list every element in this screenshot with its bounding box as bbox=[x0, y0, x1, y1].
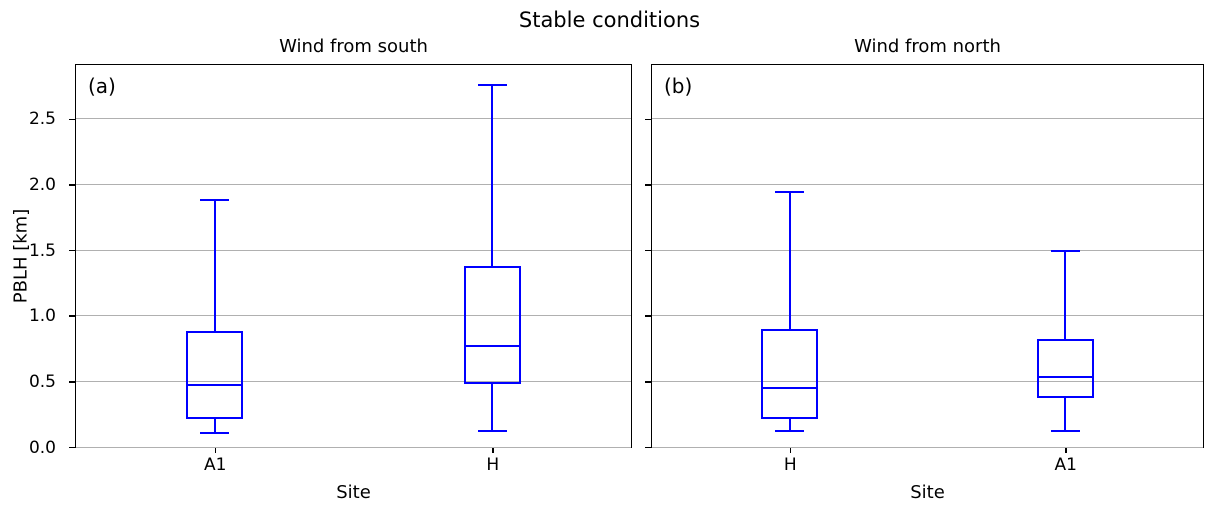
gridline bbox=[76, 315, 631, 317]
gridline bbox=[652, 249, 1203, 251]
box bbox=[186, 331, 244, 420]
y-tick-label: 0.5 bbox=[28, 371, 56, 392]
x-tick bbox=[1065, 448, 1067, 453]
y-tick bbox=[69, 249, 75, 252]
subplot-a-axes: (a) bbox=[75, 64, 632, 448]
subplot-a-x-axis-label: Site bbox=[336, 482, 371, 503]
subplot-a-title: Wind from south bbox=[279, 36, 428, 57]
gridline bbox=[652, 118, 1203, 120]
whisker-upper bbox=[213, 200, 216, 332]
whisker-cap-lower bbox=[775, 430, 805, 433]
subplot-b-x-axis-label: Site bbox=[910, 482, 945, 503]
y-tick bbox=[645, 446, 651, 449]
y-tick bbox=[69, 446, 75, 449]
whisker-cap-lower bbox=[1050, 430, 1080, 433]
y-tick-label: 2.0 bbox=[28, 174, 56, 195]
whisker-cap-lower bbox=[200, 431, 230, 434]
whisker-lower bbox=[1064, 398, 1067, 432]
whisker-cap-upper bbox=[1050, 250, 1080, 253]
y-tick bbox=[645, 381, 651, 383]
y-tick bbox=[645, 315, 651, 317]
median-line bbox=[186, 384, 244, 387]
gridline bbox=[652, 183, 1203, 185]
y-tick bbox=[69, 381, 75, 383]
whisker-cap-upper bbox=[775, 191, 805, 194]
y-tick-label: 0.0 bbox=[28, 437, 56, 458]
subplot-b-axes: (b) bbox=[651, 64, 1204, 448]
gridline bbox=[76, 183, 631, 185]
box bbox=[761, 328, 819, 420]
median-line bbox=[761, 386, 819, 389]
panel-a-label: (a) bbox=[88, 74, 116, 98]
median-line bbox=[463, 344, 521, 347]
box bbox=[1036, 339, 1094, 399]
panel-b-label: (b) bbox=[664, 74, 693, 98]
whisker-lower bbox=[491, 383, 494, 432]
x-tick-label: A1 bbox=[1054, 455, 1077, 475]
y-tick-label: 1.0 bbox=[28, 306, 56, 327]
box bbox=[463, 265, 521, 384]
x-tick-label: A1 bbox=[204, 455, 227, 475]
gridline bbox=[652, 380, 1203, 382]
whisker-cap-lower bbox=[477, 430, 507, 433]
whisker-cap-upper bbox=[200, 199, 230, 202]
whisker-cap-upper bbox=[477, 83, 507, 86]
subplot-b-title: Wind from north bbox=[854, 36, 1001, 57]
gridline bbox=[652, 315, 1203, 317]
gridline bbox=[76, 118, 631, 120]
y-tick bbox=[645, 184, 651, 186]
y-tick bbox=[69, 118, 75, 121]
x-tick bbox=[214, 448, 216, 453]
y-tick bbox=[645, 118, 651, 121]
gridline bbox=[76, 446, 631, 448]
whisker-lower bbox=[213, 419, 216, 433]
gridline bbox=[76, 249, 631, 251]
whisker-upper bbox=[491, 84, 494, 266]
median-line bbox=[1036, 376, 1094, 379]
whisker-upper bbox=[1064, 251, 1067, 340]
figure-title: Stable conditions bbox=[518, 8, 701, 32]
y-tick-label: 1.5 bbox=[28, 240, 56, 261]
x-tick bbox=[789, 448, 791, 453]
y-tick bbox=[69, 184, 75, 186]
x-tick-label: H bbox=[486, 455, 500, 475]
y-tick bbox=[645, 249, 651, 252]
gridline bbox=[76, 380, 631, 382]
y-tick-label: 2.5 bbox=[28, 109, 56, 130]
x-tick bbox=[492, 448, 494, 453]
x-tick-label: H bbox=[783, 455, 797, 475]
gridline bbox=[652, 446, 1203, 448]
whisker-lower bbox=[788, 419, 791, 432]
whisker-upper bbox=[788, 192, 791, 329]
y-tick bbox=[69, 315, 75, 317]
